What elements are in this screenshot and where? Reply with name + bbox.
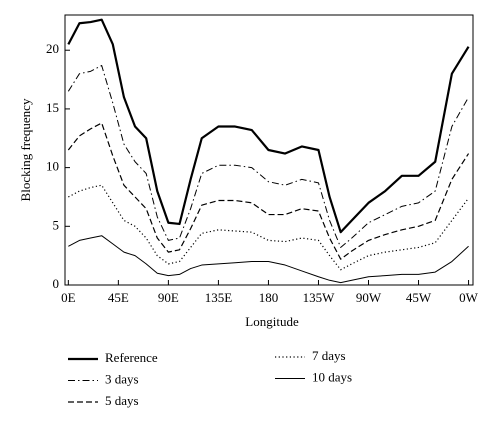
x-tick-label: 45E	[108, 290, 129, 305]
x-tick-label: 135E	[205, 290, 233, 305]
legend-label: 7 days	[312, 348, 346, 363]
legend-label: 3 days	[105, 371, 139, 386]
x-axis-label: Longitude	[245, 314, 299, 329]
y-tick-label: 15	[46, 100, 59, 115]
series-line	[67, 18, 470, 234]
y-tick-label: 10	[46, 159, 59, 174]
series-line	[68, 235, 469, 284]
y-tick-label: 20	[46, 41, 59, 56]
y-tick-label: 0	[53, 276, 60, 291]
x-tick-label: 0E	[61, 290, 76, 305]
x-tick-label: 90W	[356, 290, 382, 305]
x-tick-label: 45W	[406, 290, 432, 305]
series-line	[67, 122, 470, 260]
x-tick-label: 90E	[158, 290, 179, 305]
legend-label: 5 days	[105, 393, 139, 408]
legend-label: Reference	[105, 350, 158, 365]
x-tick-label: 135W	[303, 290, 336, 305]
series-line	[67, 64, 469, 248]
x-tick-label: 180	[259, 290, 279, 305]
y-axis-label: Blocking frequency	[18, 98, 33, 201]
y-tick-label: 5	[53, 217, 60, 232]
series-line	[68, 184, 470, 271]
x-tick-label: 0W	[459, 290, 479, 305]
legend-label: 10 days	[312, 369, 352, 384]
plot-frame	[64, 14, 474, 286]
